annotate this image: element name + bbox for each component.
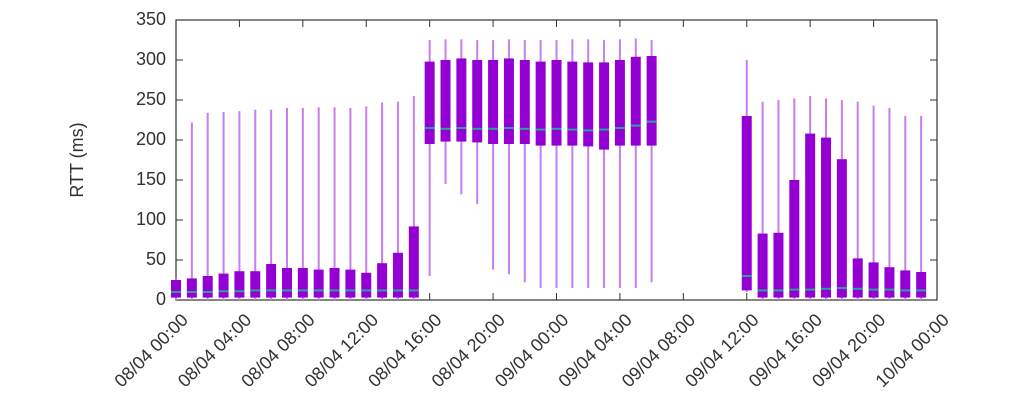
box [567, 61, 578, 146]
y-tick-label: 300 [136, 49, 166, 69]
y-tick-label: 100 [136, 209, 166, 229]
box [250, 271, 261, 298]
box [234, 271, 245, 298]
box [361, 272, 372, 298]
box [614, 60, 625, 146]
box [424, 61, 435, 144]
box [408, 226, 419, 298]
box [646, 56, 657, 146]
box [868, 262, 879, 298]
box [757, 233, 768, 298]
box [519, 60, 530, 144]
y-tick-label: 350 [136, 9, 166, 29]
box [805, 133, 816, 298]
box [503, 58, 514, 144]
y-axis-label: RTT (ms) [67, 122, 87, 197]
box [488, 60, 499, 144]
box [789, 180, 800, 298]
y-tick-label: 50 [146, 249, 166, 269]
box [202, 276, 213, 298]
box [773, 232, 784, 298]
box [218, 273, 229, 298]
box [377, 263, 388, 298]
box [583, 62, 594, 147]
box [741, 116, 752, 291]
box [440, 60, 451, 142]
y-tick-label: 150 [136, 169, 166, 189]
box [551, 60, 562, 146]
box [852, 258, 863, 298]
box [599, 62, 610, 150]
box [472, 60, 483, 143]
box [313, 269, 324, 298]
box [186, 278, 197, 298]
box [281, 268, 292, 298]
box [329, 268, 340, 298]
box [392, 252, 403, 298]
box [821, 137, 832, 298]
box [900, 270, 911, 298]
box [884, 267, 895, 298]
box [345, 269, 356, 298]
box [836, 159, 847, 298]
y-tick-label: 0 [156, 289, 166, 309]
box [630, 56, 641, 146]
box [266, 264, 277, 298]
y-tick-label: 250 [136, 89, 166, 109]
box [456, 58, 467, 142]
box [297, 268, 308, 298]
box [535, 61, 546, 146]
y-tick-label: 200 [136, 129, 166, 149]
box [916, 272, 927, 298]
box [171, 280, 181, 298]
